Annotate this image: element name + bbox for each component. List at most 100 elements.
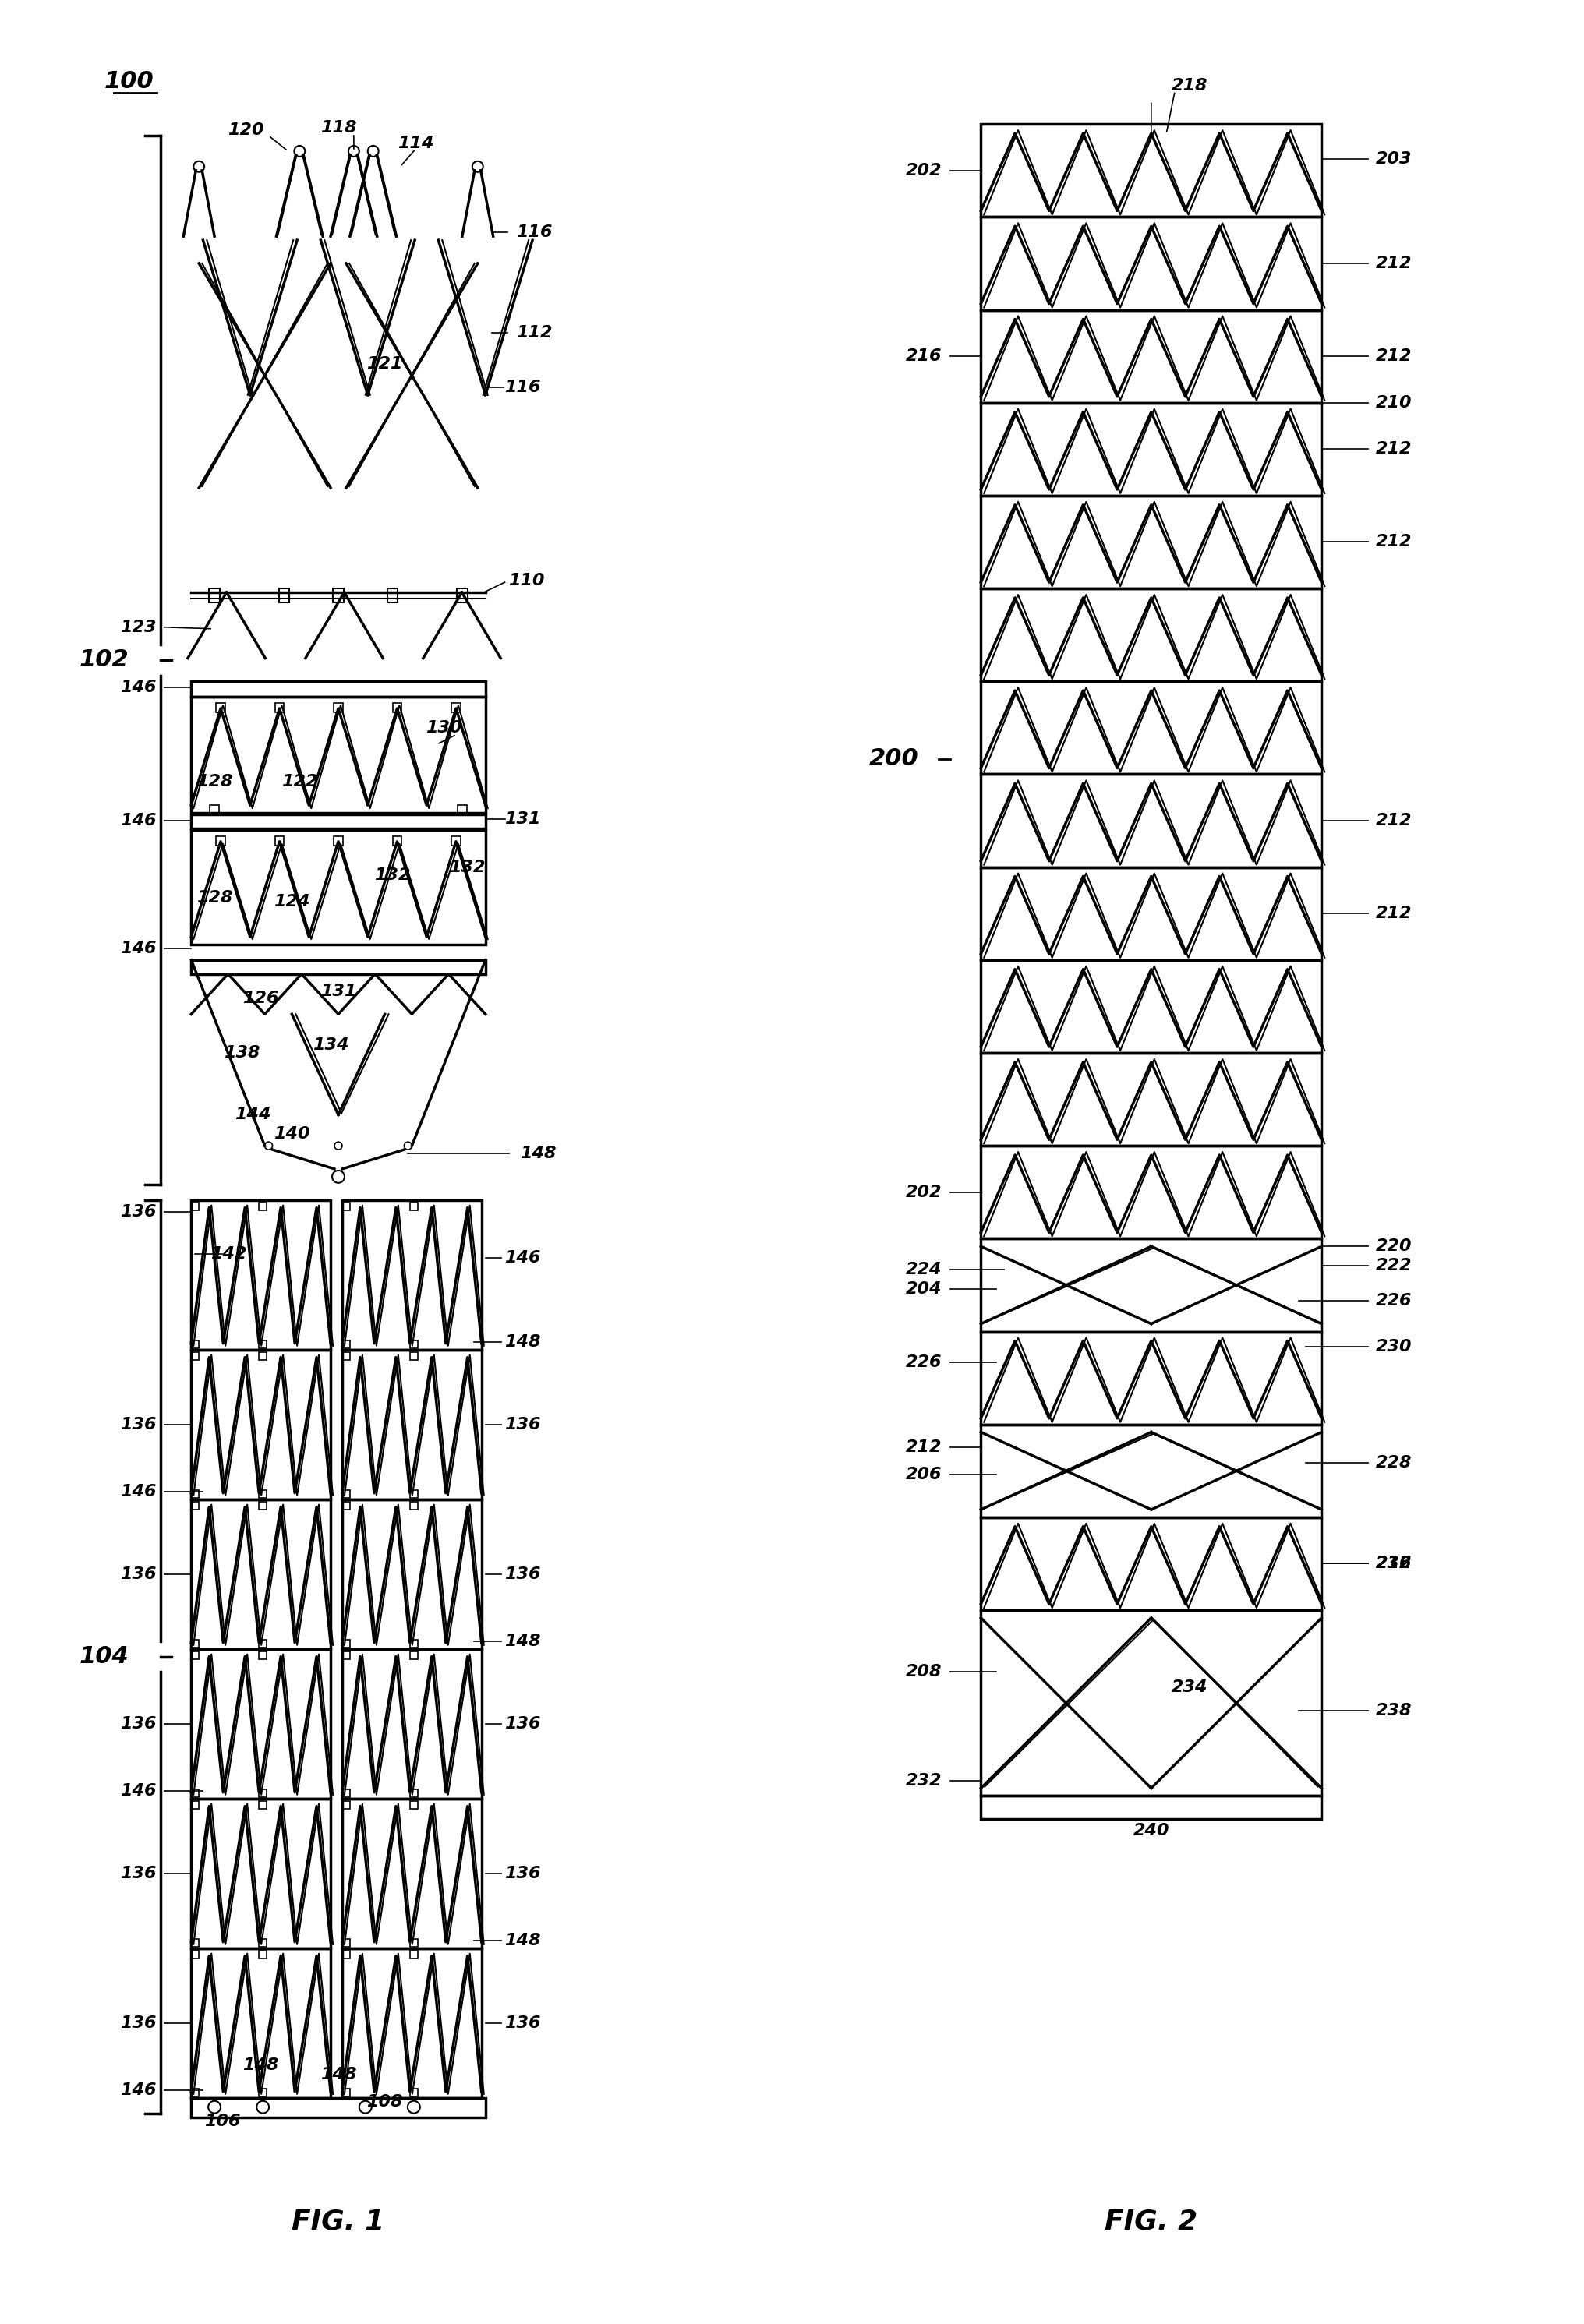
Bar — [192, 1199, 331, 1350]
Bar — [410, 1341, 418, 1348]
Bar — [980, 1425, 1321, 1518]
Text: 132: 132 — [448, 860, 485, 874]
Text: 212: 212 — [1375, 813, 1411, 827]
Text: 128: 128 — [196, 774, 233, 790]
Bar — [192, 1638, 200, 1648]
Text: 130: 130 — [426, 720, 463, 737]
Text: 212: 212 — [1375, 906, 1411, 920]
Bar — [192, 1202, 200, 1211]
Bar — [334, 702, 342, 711]
Bar — [192, 2099, 485, 2117]
Bar — [342, 1801, 350, 1808]
Bar — [192, 681, 485, 697]
Bar — [410, 1638, 418, 1648]
Text: 234: 234 — [1171, 1680, 1207, 1694]
Text: 138: 138 — [223, 1046, 260, 1060]
Bar — [258, 1938, 266, 1948]
Bar — [410, 1950, 418, 1959]
Text: 202: 202 — [906, 1185, 942, 1199]
Text: 148: 148 — [320, 2066, 356, 2082]
Bar — [192, 1948, 331, 2099]
Bar — [258, 1353, 266, 1360]
Text: 226: 226 — [906, 1355, 942, 1371]
Bar — [258, 1202, 266, 1211]
Text: 220: 220 — [1375, 1239, 1411, 1255]
Bar — [192, 1353, 200, 1360]
Bar — [192, 1501, 200, 1508]
Text: 146: 146 — [505, 1250, 540, 1267]
Text: 206: 206 — [906, 1466, 942, 1483]
Bar — [215, 837, 225, 846]
Bar — [258, 1950, 266, 1959]
Text: 121: 121 — [366, 356, 402, 372]
Bar — [393, 837, 402, 846]
Bar — [192, 830, 485, 944]
Text: 202: 202 — [906, 163, 942, 179]
Text: 136: 136 — [120, 1866, 157, 1880]
Text: 120: 120 — [227, 123, 263, 137]
Bar — [192, 1650, 200, 1659]
Bar — [980, 1611, 1321, 1796]
Bar — [192, 1789, 200, 1796]
Text: 148: 148 — [520, 1146, 556, 1162]
Bar — [456, 588, 467, 602]
Text: 212: 212 — [1375, 349, 1411, 365]
Text: 118: 118 — [320, 121, 356, 135]
Text: 136: 136 — [505, 1418, 540, 1432]
Text: 131: 131 — [505, 811, 540, 827]
Text: 226: 226 — [1375, 1292, 1411, 1308]
Bar — [980, 1053, 1321, 1146]
Bar — [342, 1938, 350, 1948]
Text: 238: 238 — [1375, 1703, 1411, 1717]
Text: 148: 148 — [505, 1634, 540, 1650]
Text: 236: 236 — [1375, 1557, 1411, 1571]
Bar — [334, 837, 342, 846]
Bar — [274, 702, 284, 711]
Text: 136: 136 — [120, 2015, 157, 2031]
Text: 200: 200 — [870, 748, 919, 769]
Bar — [410, 1938, 418, 1948]
Bar — [192, 960, 485, 974]
Text: 146: 146 — [120, 1783, 157, 1799]
Bar — [980, 681, 1321, 774]
Text: 232: 232 — [906, 1773, 942, 1787]
Text: 203: 203 — [1375, 151, 1411, 167]
Text: 100: 100 — [105, 70, 154, 93]
Bar — [342, 1648, 482, 1799]
Bar — [342, 1350, 482, 1499]
Text: 102: 102 — [79, 648, 130, 672]
Bar — [258, 1650, 266, 1659]
Text: 230: 230 — [1375, 1339, 1411, 1355]
Bar — [410, 1202, 418, 1211]
Bar — [342, 1799, 482, 1948]
Bar — [192, 697, 485, 813]
Text: FIG. 2: FIG. 2 — [1104, 2208, 1198, 2236]
Text: 146: 146 — [120, 2082, 157, 2099]
Text: 136: 136 — [120, 1566, 157, 1583]
Bar — [258, 1789, 266, 1796]
Text: 116: 116 — [505, 379, 540, 395]
Bar — [980, 216, 1321, 309]
Text: 240: 240 — [1133, 1822, 1169, 1838]
Bar — [980, 588, 1321, 681]
Text: 106: 106 — [204, 2113, 241, 2129]
Text: 146: 146 — [120, 1483, 157, 1499]
Bar — [980, 1518, 1321, 1611]
Bar — [451, 837, 461, 846]
Text: 136: 136 — [120, 1204, 157, 1220]
Bar — [258, 1490, 266, 1497]
Text: 114: 114 — [398, 135, 434, 151]
Bar — [393, 702, 402, 711]
Bar — [258, 2089, 266, 2096]
Bar — [342, 1353, 350, 1360]
Bar — [980, 402, 1321, 495]
Text: 104: 104 — [79, 1645, 130, 1669]
Bar — [192, 813, 485, 827]
Bar — [342, 1501, 350, 1508]
Bar — [274, 837, 284, 846]
Bar — [410, 2089, 418, 2096]
Bar — [342, 1499, 482, 1648]
Text: 110: 110 — [508, 574, 545, 588]
Text: 212: 212 — [906, 1441, 942, 1455]
Text: 136: 136 — [505, 2015, 540, 2031]
